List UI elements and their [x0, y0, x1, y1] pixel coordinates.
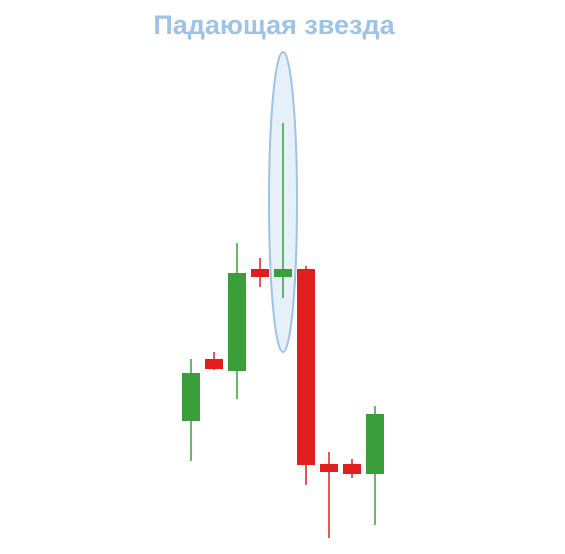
candle-body — [297, 269, 315, 465]
candle-body — [182, 373, 200, 421]
candle-body — [366, 414, 384, 474]
candle-body — [320, 464, 338, 472]
candle-body — [343, 464, 361, 474]
candle-body — [274, 269, 292, 277]
chart-title: Падающая звезда — [153, 10, 395, 40]
candle-body — [205, 359, 223, 369]
candle-body — [251, 269, 269, 277]
candle-body — [228, 273, 246, 371]
